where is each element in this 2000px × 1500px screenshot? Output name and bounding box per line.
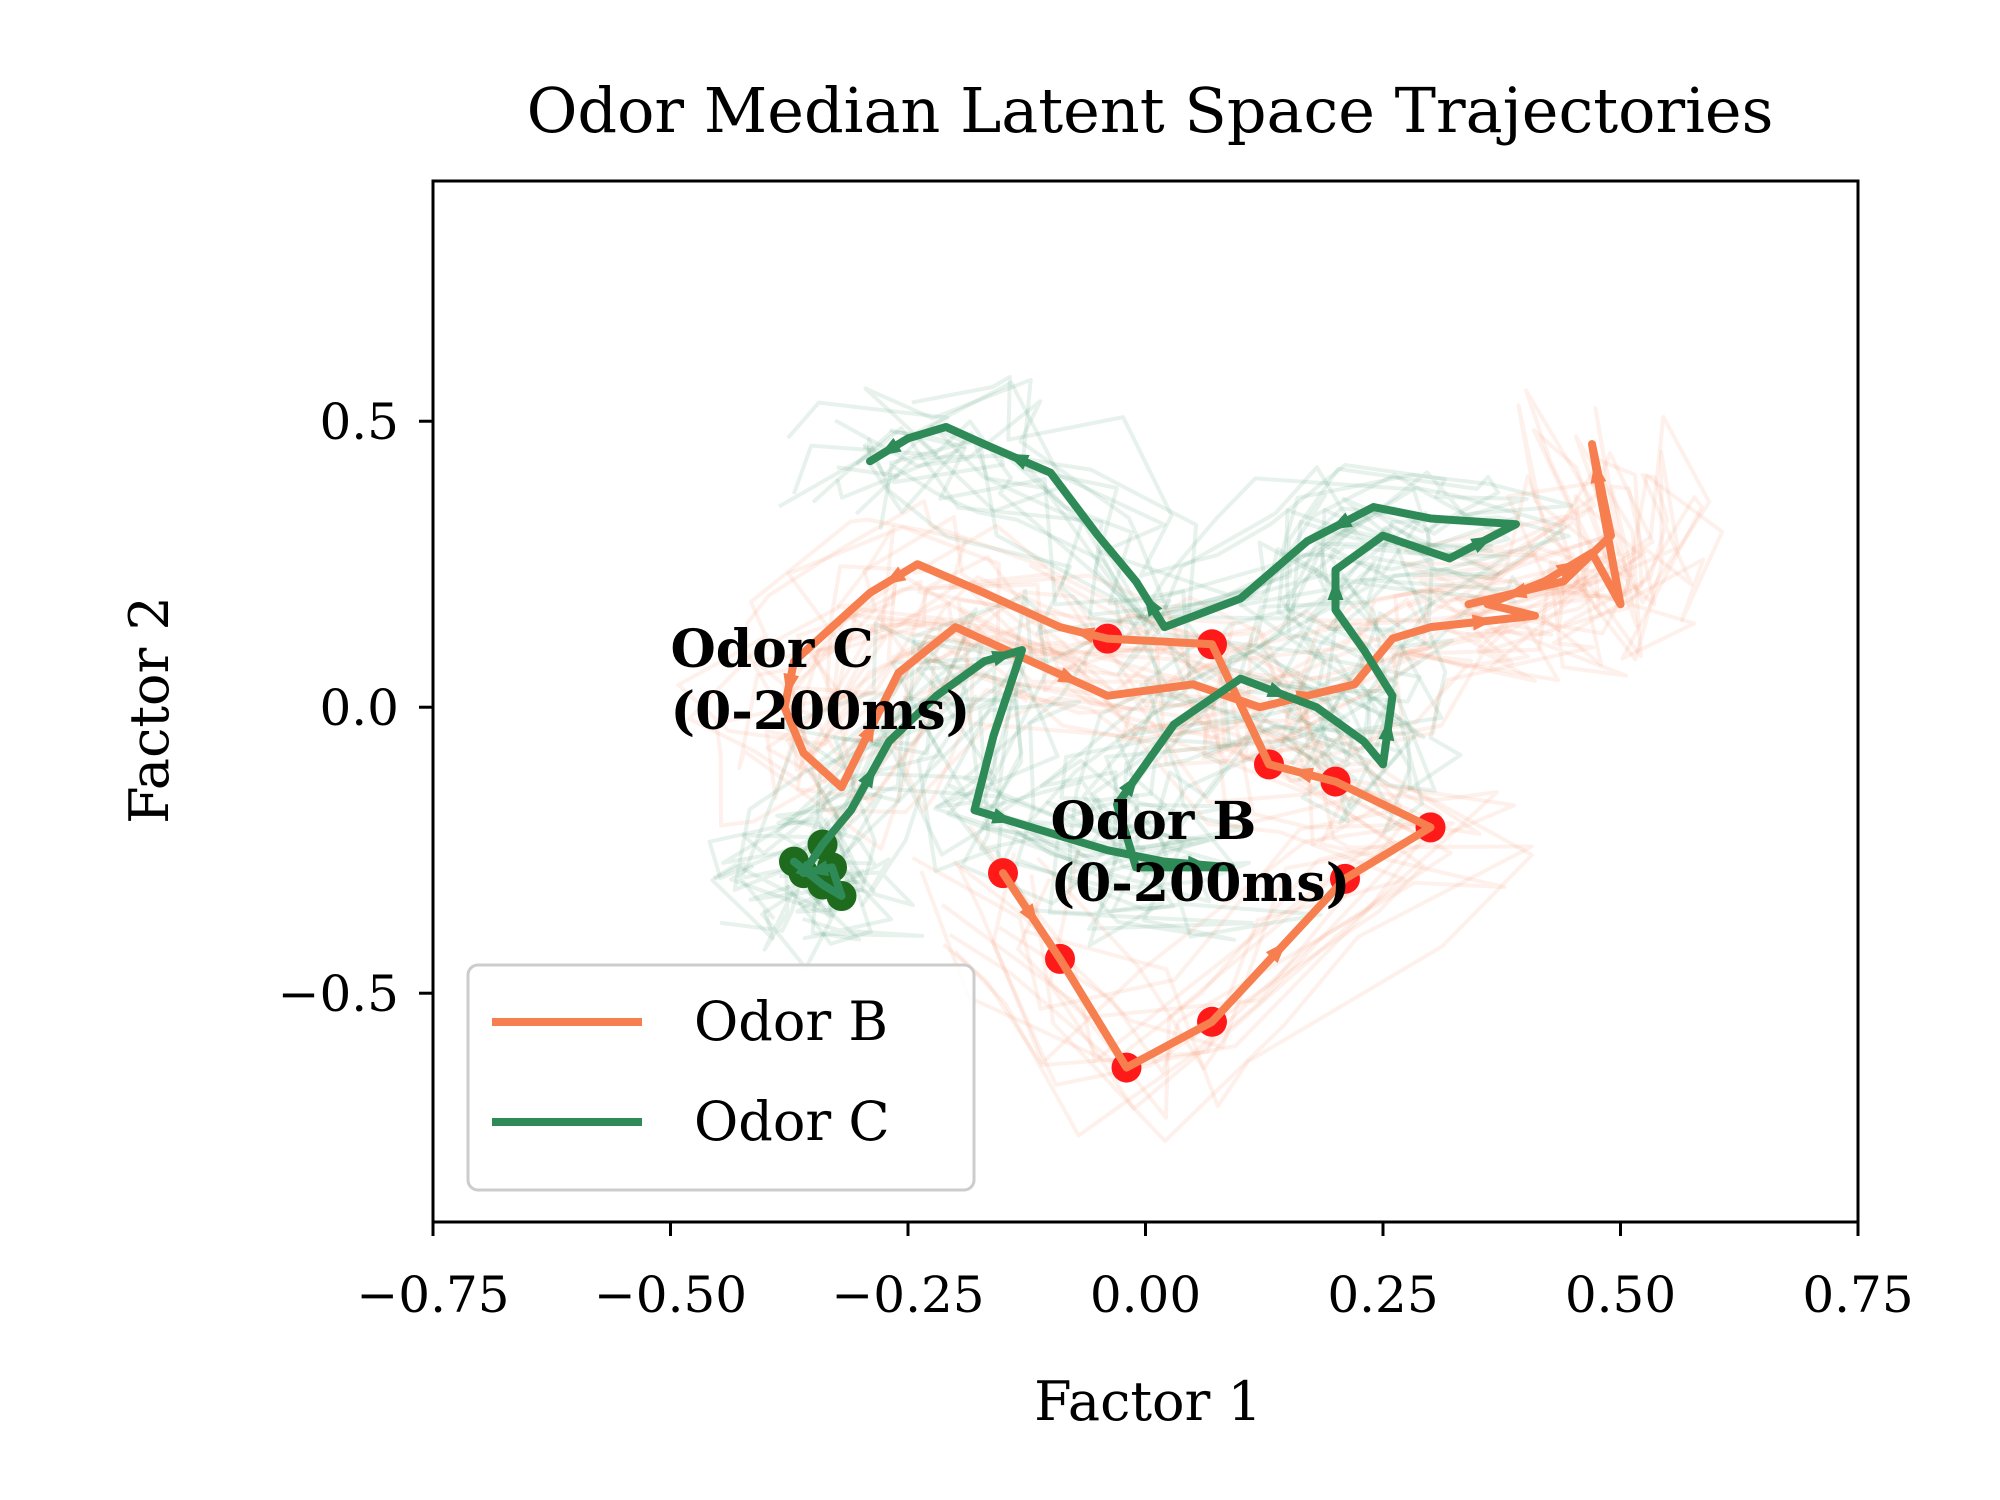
y-tick-label: 0.5: [319, 393, 399, 451]
annotation-odor-b-line1: Odor B: [1051, 791, 1257, 852]
y-axis-label: Factor 2: [118, 596, 181, 824]
x-tick-label: −0.50: [594, 1266, 747, 1324]
trial-trajectory-odor-b: [850, 474, 1725, 1109]
direction-arrow-odor-b: [1590, 460, 1607, 484]
chart-title: Odor Median Latent Space Trajectories: [527, 74, 1774, 147]
direction-arrow-odor-b: [1290, 767, 1314, 784]
direction-arrow-odor-b: [883, 566, 907, 585]
annotation-odor-c-line1: Odor C: [671, 619, 874, 680]
x-tick-label: 0.50: [1565, 1266, 1676, 1324]
trial-trajectory-odor-c: [793, 374, 1529, 882]
axis-ticks: −0.75 −0.50 −0.25 0.00 0.25 0.50 0.75 0.5 0.0 −0.…: [278, 393, 1914, 1324]
direction-arrow-odor-c: [1378, 718, 1395, 742]
direction-arrow-odor-c: [1266, 681, 1290, 698]
direction-arrow-odor-c: [1118, 774, 1139, 798]
background-trial-trajectories: [676, 374, 1725, 1144]
legend: Odor B Odor C: [466, 963, 976, 1192]
legend-label-odor-b: Odor B: [694, 990, 888, 1053]
direction-arrow-odor-b: [1019, 903, 1039, 926]
annotation-odor-b: Odor B (0-200ms): [1051, 791, 1351, 914]
direction-arrow-odor-c: [1329, 512, 1353, 530]
trial-trajectory-odor-c: [779, 438, 1571, 908]
annotation-odor-c-line2: (0-200ms): [671, 681, 971, 742]
direction-arrow-odor-c: [1006, 453, 1030, 470]
series-odor-c: [779, 422, 1520, 911]
direction-arrow-odor-b: [858, 719, 876, 743]
direction-arrow-odor-c: [805, 860, 830, 877]
direction-arrow-odor-b: [1057, 667, 1081, 684]
trial-trajectory-odor-c: [775, 377, 1501, 868]
x-axis-label: Factor 1: [1034, 1370, 1262, 1433]
direction-arrow-odor-c: [1470, 535, 1494, 554]
direction-arrow-odor-b: [1555, 560, 1579, 580]
median-trajectories: [779, 422, 1625, 1083]
direction-arrow-odor-b: [1265, 941, 1287, 964]
trial-trajectory-odor-b: [788, 434, 1643, 1120]
trial-trajectory-odor-b: [790, 495, 1704, 1144]
direction-arrow-odor-c: [1143, 594, 1163, 617]
y-tick-label: 0.0: [319, 679, 399, 737]
direction-arrow-odor-c: [878, 437, 902, 457]
x-tick-label: 0.25: [1327, 1266, 1438, 1324]
direction-arrow-odor-c: [991, 808, 1015, 824]
direction-arrow-odor-c: [991, 650, 1015, 667]
trial-trajectory-odor-b: [764, 458, 1644, 1087]
trial-trajectory-odor-c: [774, 399, 1567, 914]
direction-arrow-odor-b: [1072, 627, 1096, 643]
direction-arrow-odor-c: [1187, 855, 1210, 872]
direction-arrow-odor-b: [783, 672, 800, 697]
trial-trajectory-odor-c: [776, 380, 1574, 894]
series-odor-b: [780, 440, 1625, 1083]
direction-arrow-odor-c: [795, 860, 818, 881]
trial-trajectory-odor-b: [786, 406, 1639, 1020]
trial-trajectory-odor-b: [805, 451, 1655, 1064]
annotation-odor-b-line2: (0-200ms): [1051, 853, 1351, 914]
x-tick-label: −0.75: [356, 1266, 509, 1324]
legend-label-odor-c: Odor C: [694, 1090, 890, 1153]
trial-trajectory-odor-c: [729, 426, 1445, 918]
annotation-odor-c: Odor C (0-200ms): [671, 619, 971, 742]
trial-trajectory-odor-c: [801, 453, 1525, 941]
y-tick-label: −0.5: [278, 965, 399, 1023]
direction-arrow-odor-b: [1471, 614, 1495, 631]
x-tick-label: −0.25: [831, 1266, 984, 1324]
x-tick-label: 0.75: [1802, 1266, 1913, 1324]
direction-arrow-odor-c: [858, 765, 876, 789]
direction-arrow-odor-c: [1327, 577, 1344, 600]
trial-trajectory-odor-c: [799, 431, 1517, 942]
direction-arrow-odor-b: [1504, 582, 1528, 599]
x-tick-label: 0.00: [1090, 1266, 1201, 1324]
